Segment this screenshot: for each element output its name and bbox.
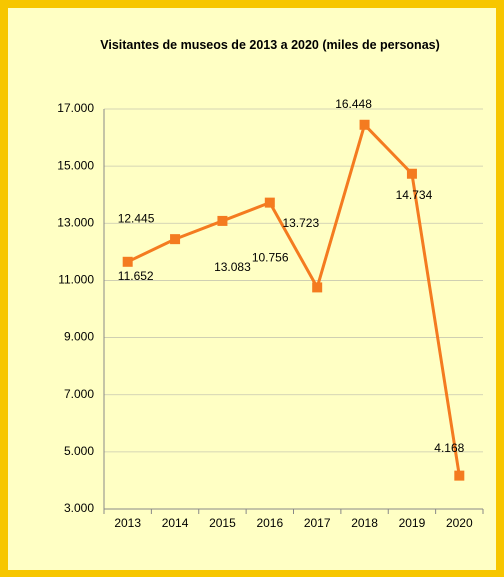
y-tick-label: 13.000 — [57, 215, 94, 229]
data-label: 11.652 — [118, 269, 154, 283]
line — [127, 123, 461, 476]
y-tick-label: 3.000 — [64, 501, 94, 515]
y-tick-label: 15.000 — [57, 158, 94, 172]
marker — [264, 197, 275, 208]
marker — [217, 215, 228, 226]
marker — [406, 168, 417, 179]
marker — [312, 282, 323, 293]
data-label: 12.445 — [118, 211, 155, 225]
y-tick-label: 7.000 — [64, 387, 94, 401]
x-tick-label: 2015 — [209, 516, 236, 530]
x-tick-label: 2019 — [399, 516, 426, 530]
marker — [170, 234, 181, 245]
data-label: 10.756 — [252, 251, 289, 265]
y-tick-label: 11.000 — [58, 273, 94, 287]
x-tick-label: 2016 — [256, 516, 283, 530]
x-tick-label: 2014 — [162, 516, 189, 530]
x-tick-label: 2018 — [351, 516, 378, 530]
y-tick-label: 17.000 — [57, 101, 94, 115]
x-tick-label: 2020 — [446, 516, 473, 530]
data-label: 4.168 — [434, 441, 464, 455]
marker — [122, 256, 133, 267]
x-tick-label: 2013 — [114, 516, 141, 530]
data-label: 13.723 — [282, 216, 319, 230]
y-tick-label: 9.000 — [64, 330, 94, 344]
chart-title: Visitantes de museos de 2013 a 2020 (mil… — [100, 38, 440, 52]
data-label: 13.083 — [214, 260, 251, 274]
data-label: 14.734 — [396, 188, 433, 202]
marker — [359, 119, 370, 130]
marker — [454, 470, 465, 481]
data-label: 16.448 — [335, 97, 372, 111]
x-tick-label: 2017 — [304, 516, 331, 530]
y-tick-label: 5.000 — [64, 444, 94, 458]
